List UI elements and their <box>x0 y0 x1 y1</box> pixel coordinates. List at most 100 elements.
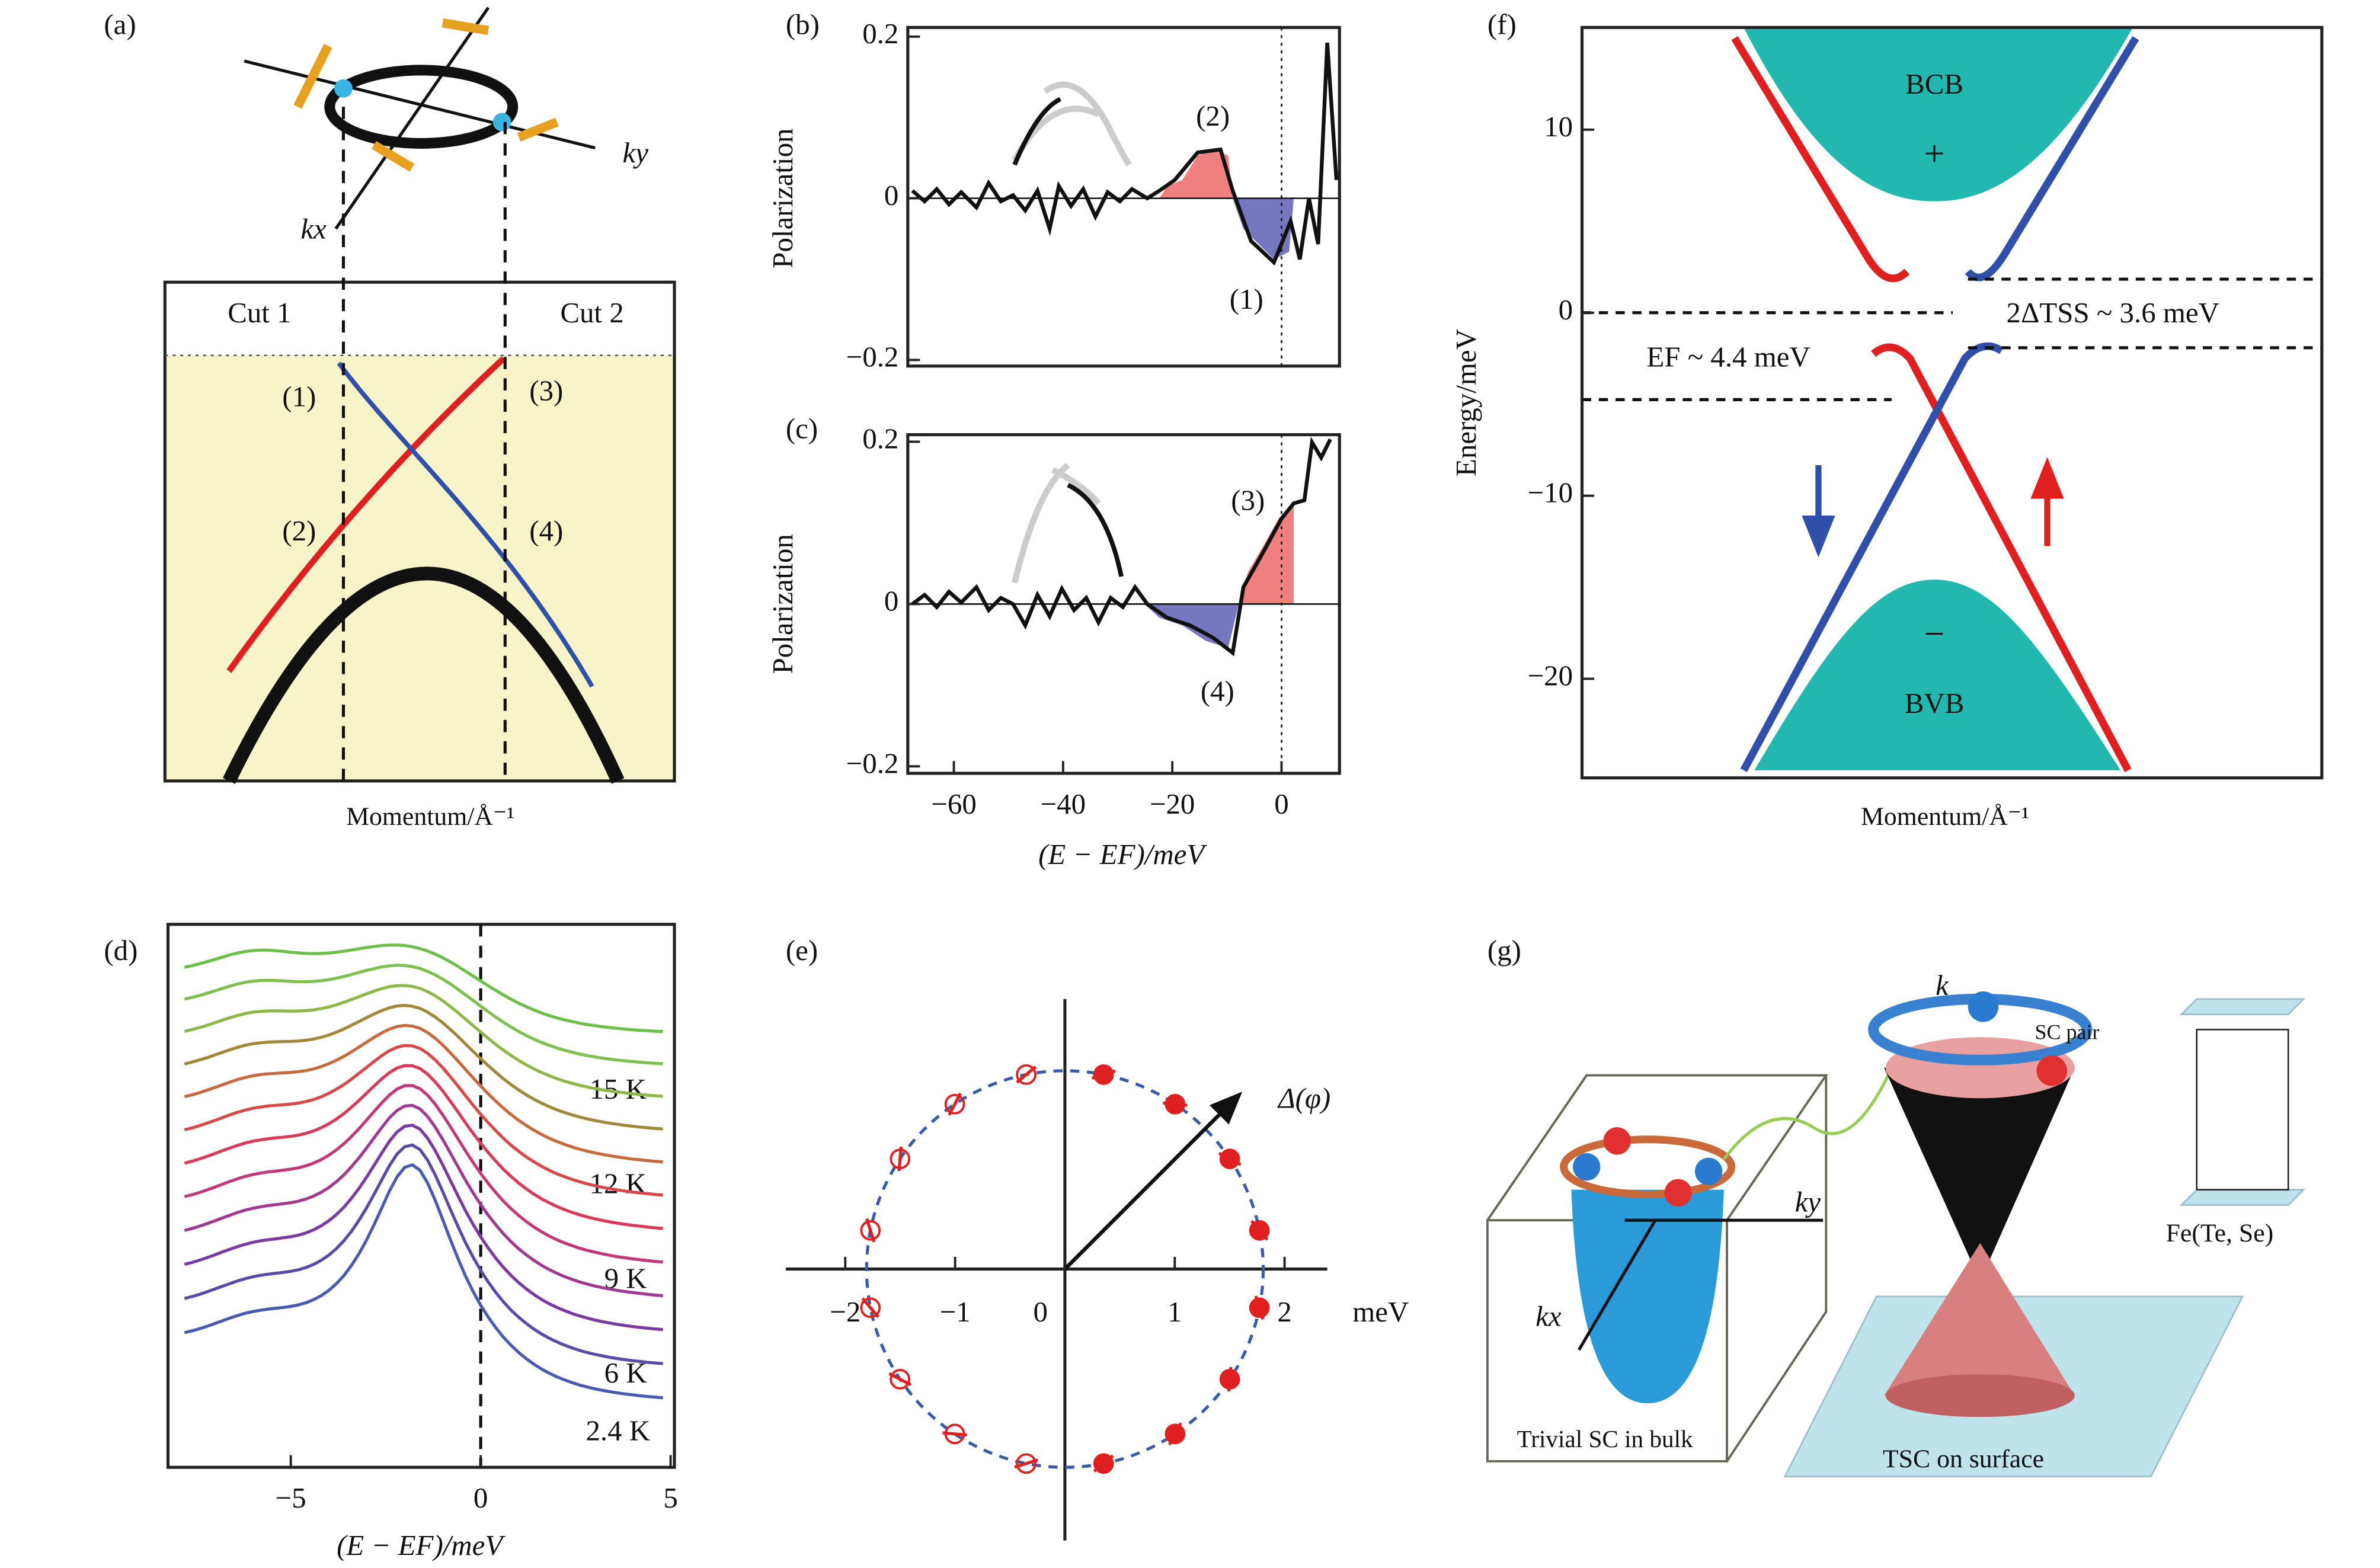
cut-label: Cut 1 <box>228 296 291 329</box>
spectrum <box>184 1023 663 1164</box>
upper-cone <box>1884 1067 2075 1282</box>
y-tick-label: 0.2 <box>862 17 898 50</box>
crystal <box>2196 1029 2289 1191</box>
x-tick-label: 1 <box>1167 1295 1182 1328</box>
minus-k-label: −k <box>1998 1097 2031 1129</box>
marker <box>1016 1453 1037 1474</box>
spectrum <box>184 1103 663 1298</box>
temp-label: 12 K <box>590 1167 647 1200</box>
negative-fill <box>1233 198 1294 260</box>
node <box>492 113 511 132</box>
polarization-curve <box>911 42 1339 266</box>
polarization-curve <box>911 436 1332 657</box>
bulk-label: Trivial SC in bulk <box>1517 1425 1693 1452</box>
marker <box>1219 1369 1240 1390</box>
panel-c: (c) (3) (4) Polarization (E − EF)/meV <box>766 412 1341 871</box>
pair-label: SC pair <box>2034 1020 2099 1044</box>
band-sign: − <box>1924 614 1945 654</box>
point-label: (4) <box>1201 674 1234 707</box>
x-label: (E − EF)/meV <box>337 1529 506 1561</box>
electron <box>1694 1157 1723 1185</box>
x-label: Momentum/Å⁻¹ <box>346 802 514 831</box>
point-label: (2) <box>282 514 316 547</box>
ky-label: ky <box>622 136 648 169</box>
point-label: (2) <box>1196 100 1230 132</box>
panel-f: (f) BCB + − BVB 2ΔTSS ~ 3.6 meV EF ~ 4.4… <box>1450 8 2324 831</box>
panel-b: (b) (2) (1) Polarization <box>766 8 1341 368</box>
bulk-ring <box>1560 1135 1736 1198</box>
panel-label: (d) <box>104 934 137 967</box>
spectrum <box>184 1143 663 1365</box>
conduction-band <box>1744 27 2133 201</box>
y-tick-label: −10 <box>1528 476 1573 509</box>
point-label: (1) <box>282 380 316 413</box>
panel-a: (a) kx ky Cut 1 Cut 2 (1) (2) (3) (4) Mo… <box>104 7 676 831</box>
panel-g: (g) k SC pair −k ky kx Fe(Te, Se) Trivia… <box>1486 934 2306 1477</box>
unit-label: meV <box>1352 1295 1409 1328</box>
red-band <box>1731 36 1910 283</box>
gap-vector <box>1063 1092 1243 1271</box>
marker <box>1165 1423 1186 1445</box>
kx-label: kx <box>1536 1300 1562 1333</box>
x-tick-label: −5 <box>276 1481 306 1514</box>
inset <box>1011 462 1101 584</box>
spectrum <box>184 984 663 1098</box>
marker <box>1093 1064 1114 1085</box>
inset <box>1067 483 1124 577</box>
x-tick-label: 2 <box>1277 1295 1291 1328</box>
point-label: (1) <box>1230 283 1263 315</box>
y-label: Polarization <box>766 534 799 674</box>
kx-axis <box>1578 1219 1657 1351</box>
frame <box>1580 25 2324 780</box>
blue-band <box>1740 342 2004 772</box>
positive-fill <box>1159 149 1233 199</box>
red-band <box>1871 343 2132 772</box>
bulk-band <box>223 567 625 784</box>
inset <box>1012 81 1132 167</box>
x-tick-label: −40 <box>1041 788 1086 820</box>
fermi-label: EF ~ 4.4 meV <box>1646 341 1810 373</box>
frame <box>906 25 1341 368</box>
spin-arrow <box>1802 465 1835 558</box>
marker <box>1165 1093 1186 1115</box>
electron <box>2036 1055 2068 1086</box>
point-label: (3) <box>1231 484 1265 517</box>
gap-label: 2ΔTSS ~ 3.6 meV <box>2007 296 2219 329</box>
blue-band <box>337 361 594 688</box>
panel-label: (b) <box>786 8 820 41</box>
y-tick-label: −0.2 <box>846 747 899 779</box>
marker <box>1249 1297 1270 1319</box>
panel-label: (a) <box>104 8 136 41</box>
bulk-paraboloid <box>1571 1189 1724 1404</box>
marker <box>1249 1220 1270 1241</box>
marker <box>860 1297 881 1319</box>
valence-band <box>1754 580 2121 770</box>
gap-circle <box>865 1069 1265 1469</box>
x-label: Momentum/Å⁻¹ <box>1861 802 2029 831</box>
point-label: (4) <box>529 514 563 547</box>
electron <box>1573 1153 1601 1181</box>
y-tick-label: −20 <box>1528 660 1573 692</box>
kx-label: kx <box>300 212 327 245</box>
x-tick-label: 0 <box>1034 1295 1048 1328</box>
ring <box>324 65 519 149</box>
crystal-planes <box>2179 998 2306 1206</box>
band-label: BCB <box>1905 68 1963 100</box>
marker <box>944 1093 965 1115</box>
panel-d: (d) 15 K 12 K 9 K 6 K 2.4 K (E − EF)/meV <box>104 923 676 1561</box>
electron <box>1968 991 1999 1022</box>
panel-label: (f) <box>1488 8 1517 41</box>
vector-label: Δ(φ) <box>1277 1082 1330 1115</box>
red-band <box>226 356 506 673</box>
x-tick-label: −1 <box>940 1295 971 1328</box>
electron <box>1664 1179 1692 1207</box>
marker <box>1219 1148 1240 1169</box>
surface-label: TSC on surface <box>1883 1445 2044 1473</box>
y-tick-label: −0.2 <box>846 341 899 373</box>
temp-label: 2.4 K <box>586 1415 650 1447</box>
spectrum <box>184 1044 663 1197</box>
frame <box>166 923 676 1469</box>
x-tick-label: −2 <box>830 1295 860 1328</box>
ky-label: ky <box>1795 1186 1821 1218</box>
spectrum <box>184 1064 663 1230</box>
